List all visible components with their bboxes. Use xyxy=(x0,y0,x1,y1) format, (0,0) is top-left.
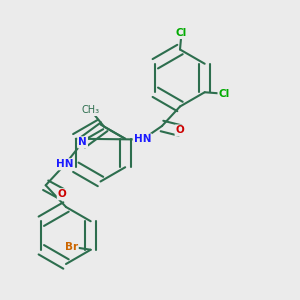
Text: Cl: Cl xyxy=(176,28,187,38)
Text: O: O xyxy=(176,125,184,136)
Text: N: N xyxy=(78,137,87,147)
Text: HN: HN xyxy=(56,159,74,169)
Text: O: O xyxy=(58,189,67,199)
Text: Br: Br xyxy=(64,242,78,252)
Text: HN: HN xyxy=(134,134,151,145)
Text: Cl: Cl xyxy=(219,89,230,99)
Text: CH₃: CH₃ xyxy=(82,105,100,115)
